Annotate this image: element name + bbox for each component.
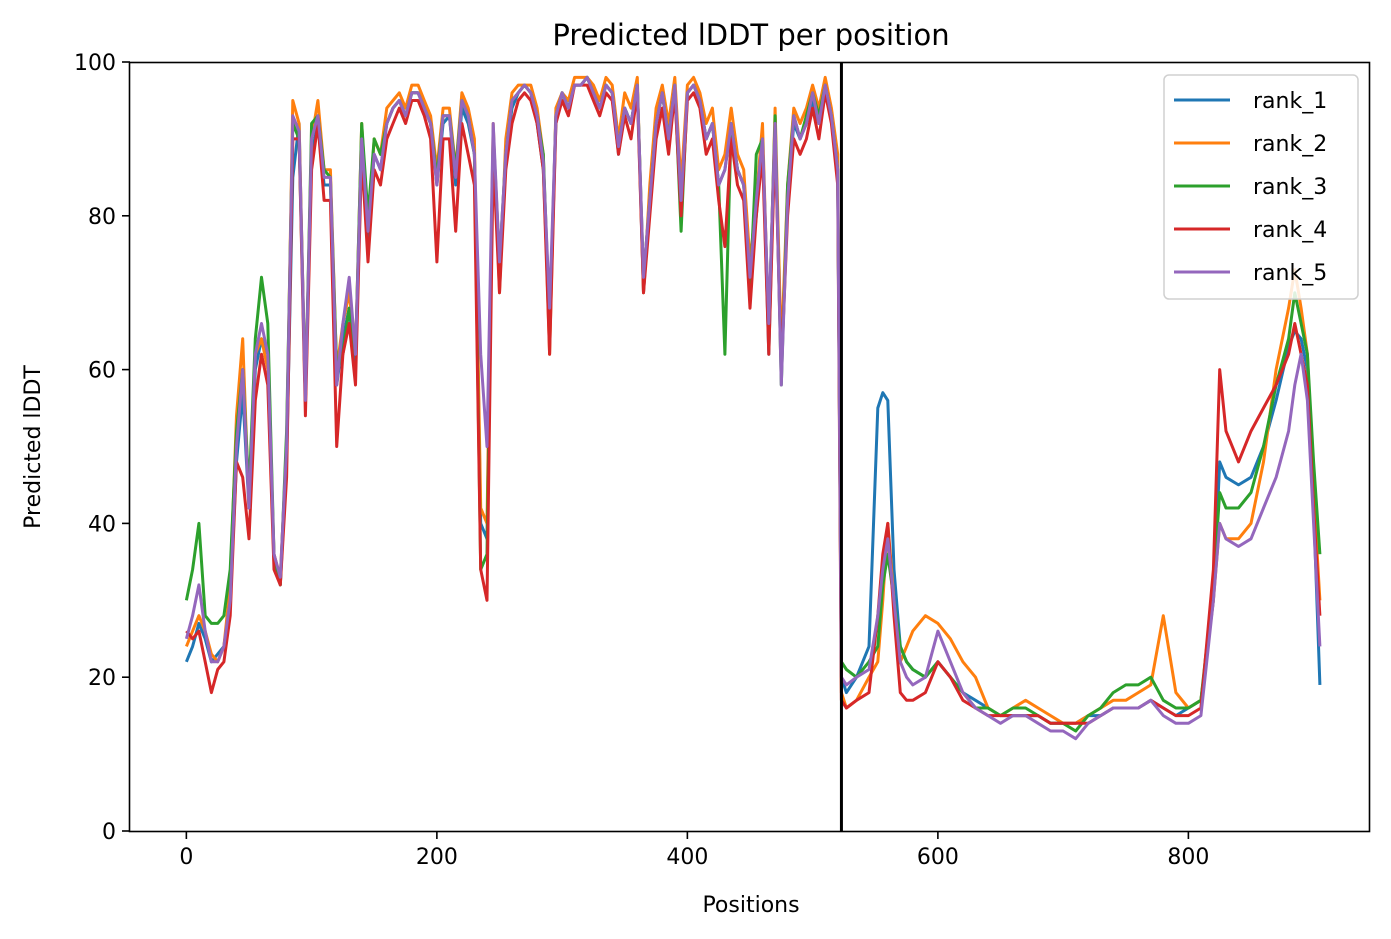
legend: rank_1 rank_2 rank_3 rank_4 rank_5	[1163, 74, 1359, 300]
x-tick-label: 800	[1167, 845, 1209, 870]
x-tick-label: 0	[179, 845, 193, 870]
y-tick-label: 60	[88, 359, 116, 384]
x-axis: 0 200 400 600 800	[179, 831, 1209, 870]
series-layer	[184, 75, 1322, 741]
y-axis-label: Predicted lDDT	[21, 365, 46, 529]
plot-frame	[128, 61, 1371, 833]
y-tick-label: 0	[102, 820, 116, 845]
x-tick-label: 600	[917, 845, 959, 870]
legend-label-rank_4: rank_4	[1253, 218, 1327, 243]
x-axis-label: Positions	[702, 893, 799, 918]
series-line-rank_4	[185, 83, 1322, 725]
y-tick-label: 80	[88, 205, 116, 230]
x-tick-label: 400	[666, 845, 708, 870]
y-axis: 0 20 40 60 80 100	[74, 51, 130, 845]
legend-label-rank_3: rank_3	[1253, 175, 1327, 200]
legend-label-rank_5: rank_5	[1253, 261, 1327, 286]
series-line-rank_3	[184, 75, 1322, 733]
y-tick-label: 40	[88, 512, 116, 537]
x-tick-label: 200	[416, 845, 458, 870]
y-tick-label: 20	[88, 666, 116, 691]
series-line-rank_2	[185, 75, 1322, 725]
legend-label-rank_1: rank_1	[1253, 89, 1327, 114]
series-line-rank_1	[185, 75, 1322, 725]
y-tick-label: 100	[74, 51, 116, 76]
legend-label-rank_2: rank_2	[1253, 132, 1327, 157]
series-line-rank_5	[184, 75, 1322, 741]
chart-title: Predicted lDDT per position	[552, 18, 949, 52]
legend-box	[1163, 74, 1359, 300]
